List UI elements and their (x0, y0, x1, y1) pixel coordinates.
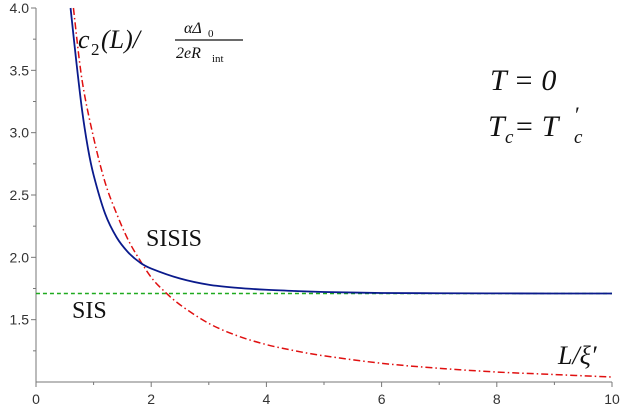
annotation-tc-main: T (488, 110, 507, 143)
y-tick-label-3: 3.0 (10, 125, 30, 141)
annotation-tc-sub: c (505, 127, 514, 148)
x-tick-label-0: 0 (32, 391, 40, 407)
y-tick-label-4: 3.5 (10, 62, 30, 78)
curves (36, 7, 613, 378)
y-axis-label-frac-num: αΔ (184, 20, 202, 37)
y-axis-label-arg: (L)/ (101, 25, 143, 54)
x-tick-label-2: 4 (263, 391, 271, 407)
x-tick-label-1: 2 (147, 391, 155, 407)
series-line-sisis (69, 7, 613, 295)
series-label-sis: SIS (72, 298, 107, 324)
x-tick-label-5: 10 (604, 391, 620, 407)
y-axis-label-main: c (78, 25, 90, 54)
x-axis-label: L/ξ′ (557, 341, 597, 370)
annotation-tc-mid: = T (514, 110, 561, 143)
x-tick-label-4: 8 (493, 391, 501, 407)
series-line-sis (72, 7, 613, 378)
annotation-temperature: T = 0 (490, 64, 556, 97)
y-axis-label-frac-den: 2eR (176, 45, 201, 62)
axes: 0 2 4 6 8 10 1.5 2.0 2.5 3.0 3.5 4.0 (10, 0, 620, 407)
series-label-sisis: SISIS (146, 226, 202, 252)
annotation-tc-prime: ′ (575, 102, 580, 127)
y-axis-label-frac-den-sub: int (212, 53, 224, 65)
x-tick-label-3: 6 (378, 391, 386, 407)
annotation-tc-sub2: c (574, 127, 583, 148)
y-axis-label-frac-num-sub: 0 (208, 28, 214, 40)
y-tick-label-0: 1.5 (10, 312, 30, 328)
y-tick-label-2: 2.5 (10, 187, 30, 203)
y-tick-label-5: 4.0 (10, 0, 30, 16)
labels: c 2 (L)/ αΔ 0 2eR int T = 0 T c = T c ′ … (72, 20, 597, 370)
y-axis-label-sub: 2 (91, 40, 100, 59)
y-tick-label-1: 2.0 (10, 249, 30, 265)
